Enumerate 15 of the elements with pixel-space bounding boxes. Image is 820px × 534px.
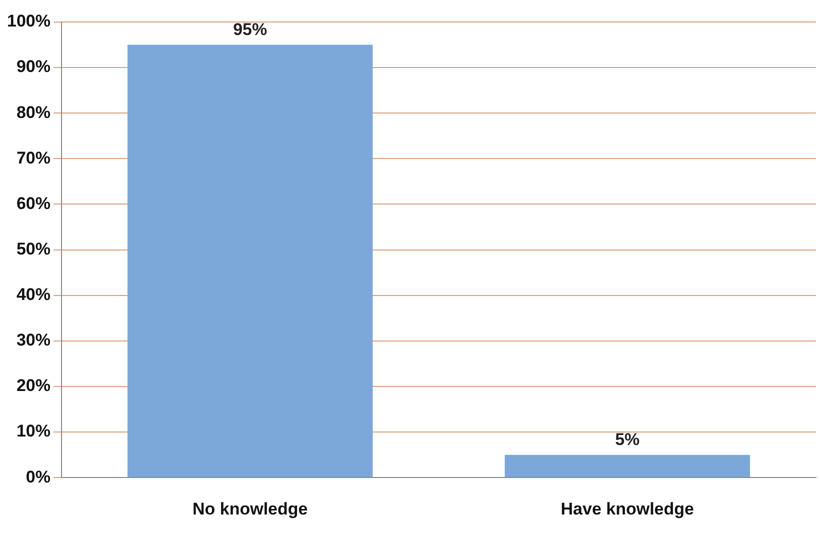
data-label: 95% [233, 20, 268, 39]
y-tick-label: 50% [16, 239, 50, 258]
y-tick-label: 100% [6, 12, 50, 31]
y-tick-label: 60% [16, 194, 50, 213]
y-tick-label: 40% [16, 285, 50, 304]
y-tick-label: 10% [16, 422, 50, 441]
y-tick-label: 30% [16, 330, 50, 350]
y-tick-label: 90% [16, 57, 50, 76]
y-tick-label: 20% [16, 376, 50, 396]
data-label: 5% [615, 430, 640, 450]
y-tick-label: 0% [26, 467, 50, 486]
y-tick-label: 70% [16, 148, 50, 168]
y-tick-label: 80% [16, 102, 50, 122]
x-tick-label: No knowledge [192, 499, 308, 518]
x-tick-label: Have knowledge [560, 499, 694, 518]
